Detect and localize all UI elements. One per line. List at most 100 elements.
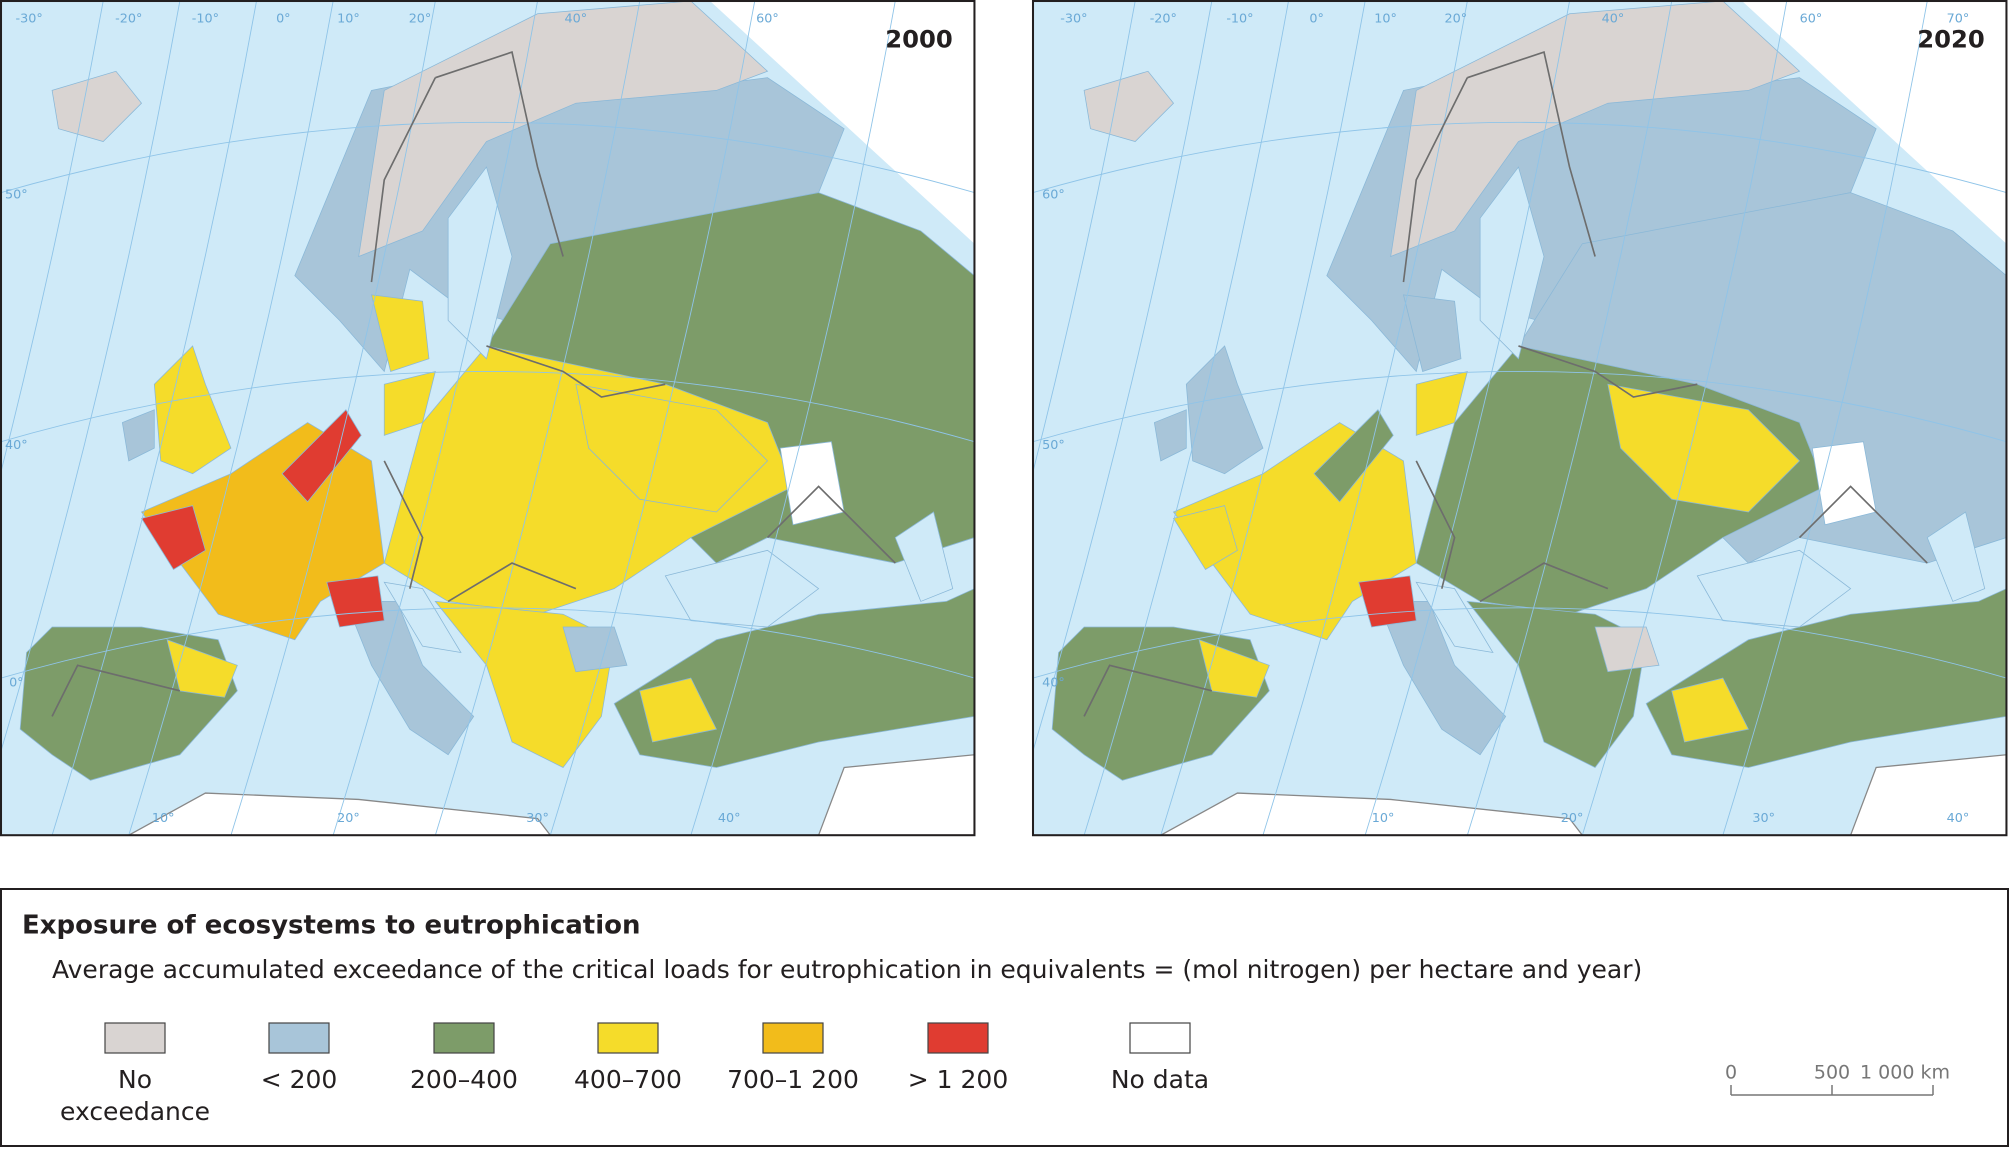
graticule-label: 40° xyxy=(5,438,28,453)
graticule-label: 10° xyxy=(1372,811,1395,826)
scale-label: 0 xyxy=(1725,1062,1737,1084)
map-content: -30° -20° -10° 0° 10° 20° 40° 60° 70° 60° 50° 40° 10… xyxy=(1033,1,2007,836)
graticule xyxy=(1466,1,1673,836)
legend-swatch xyxy=(1129,1022,1191,1054)
land-class xyxy=(1083,70,1175,142)
sea-basin xyxy=(1696,549,1852,628)
outside-area xyxy=(1742,1,2007,244)
graticule-label: -30° xyxy=(1060,11,1087,26)
map-panel: -30° -20° -10° 0° 10° 20° 40° 60° 50° 40° 0° 10° 20°… xyxy=(0,0,976,837)
graticule xyxy=(1160,1,1366,836)
graticule-label: 20° xyxy=(1445,11,1468,26)
graticule-label: 60° xyxy=(1042,188,1065,203)
legend-swatch xyxy=(762,1022,824,1054)
border xyxy=(766,485,896,564)
graticule-label: 60° xyxy=(756,11,779,26)
map-frame xyxy=(1031,0,2008,837)
border xyxy=(447,562,577,603)
sea-basin xyxy=(1479,166,1545,360)
legend-label: > 1 200 xyxy=(908,1065,1008,1094)
graticule xyxy=(434,1,641,836)
land-class xyxy=(1594,626,1660,673)
land-class xyxy=(51,70,143,142)
land-class xyxy=(1415,370,1468,436)
land-class xyxy=(575,383,769,513)
legend-box xyxy=(0,888,2009,1147)
legend-title: Exposure of ecosystems to eutrophication xyxy=(22,911,641,941)
graticule xyxy=(549,1,756,836)
graticule-label: 20° xyxy=(337,811,360,826)
legend-label: No data xyxy=(1111,1065,1209,1094)
legend-swatch xyxy=(433,1022,495,1054)
map-content: -30° -20° -10° 0° 10° 20° 40° 60° 50° 40° 0° 10° 20°… xyxy=(1,1,975,836)
sea-basin xyxy=(447,166,513,360)
graticule xyxy=(1033,1,1136,474)
land-class xyxy=(358,1,769,258)
graticule xyxy=(690,1,896,836)
graticule xyxy=(1033,1,1213,753)
legend-label: 700–1 200 xyxy=(727,1065,859,1094)
graticule-label: -10° xyxy=(192,11,219,26)
border xyxy=(1798,485,1928,564)
legend-label: < 200 xyxy=(261,1065,338,1094)
scale-label: 1 000 km xyxy=(1860,1062,1950,1084)
graticule-label: 10° xyxy=(1374,11,1397,26)
maps: -30° -20° -10° 0° 10° 20° 40° 60° 50° 40° 0° 10° 20°… xyxy=(0,0,2008,837)
land-class xyxy=(281,409,362,503)
graticule-label: 0° xyxy=(9,676,24,691)
land-class xyxy=(383,370,436,436)
legend-label: No exceedance xyxy=(60,1065,210,1126)
land-class xyxy=(562,626,628,673)
land-class xyxy=(166,639,238,698)
legend-swatch xyxy=(104,1022,166,1054)
sea-basin xyxy=(664,549,820,628)
border xyxy=(1479,562,1609,603)
border xyxy=(1083,664,1213,717)
scale-bar xyxy=(1730,1085,1934,1096)
border xyxy=(435,51,564,257)
land-class xyxy=(1185,345,1264,475)
graticule-label: 50° xyxy=(5,188,28,203)
outside-area xyxy=(710,1,975,244)
graticule-label: 40° xyxy=(1602,11,1625,26)
graticule-label: 60° xyxy=(1800,11,1823,26)
border xyxy=(1518,345,1698,398)
graticule-label: 10° xyxy=(152,811,175,826)
map-frame xyxy=(0,0,976,837)
legend-swatch xyxy=(927,1022,989,1054)
sea-basin xyxy=(1926,511,1986,602)
graticule xyxy=(1,607,975,679)
graticule-label: 0° xyxy=(276,11,291,26)
legend-label: 400–700 xyxy=(574,1065,682,1094)
land-class xyxy=(1198,639,1270,698)
legend-swatch xyxy=(597,1022,659,1054)
graticule-label: 0° xyxy=(1309,11,1324,26)
land-class xyxy=(1402,294,1462,372)
land-class xyxy=(153,345,232,475)
graticule xyxy=(1,1,104,474)
graticule-label: 40° xyxy=(1042,676,1065,691)
middle-east xyxy=(817,754,975,836)
graticule-label: 40° xyxy=(1947,811,1970,826)
map-panel: -30° -20° -10° 0° 10° 20° 40° 60° 70° 60° 50° 40° 10… xyxy=(1031,0,2008,837)
border xyxy=(370,77,437,283)
land-class xyxy=(121,409,155,462)
land-class xyxy=(1607,383,1801,513)
graticule-label: 20° xyxy=(409,11,432,26)
graticule-label: -30° xyxy=(15,11,42,26)
graticule-label: -20° xyxy=(115,11,142,26)
land-class xyxy=(140,505,206,571)
graticule-label: 40° xyxy=(718,811,741,826)
border xyxy=(1415,460,1456,589)
legend-subtitle: Average accumulated exceedance of the cr… xyxy=(52,955,1642,984)
graticule xyxy=(1722,1,1928,836)
graticule-label: -20° xyxy=(1150,11,1177,26)
land-class xyxy=(1390,1,1801,258)
graticule-label: 50° xyxy=(1042,438,1065,453)
graticule xyxy=(1083,1,1289,836)
scale-label: 500 xyxy=(1814,1062,1850,1084)
graticule-label: 40° xyxy=(565,11,588,26)
graticule xyxy=(1033,121,2007,194)
land-class xyxy=(1313,409,1394,503)
